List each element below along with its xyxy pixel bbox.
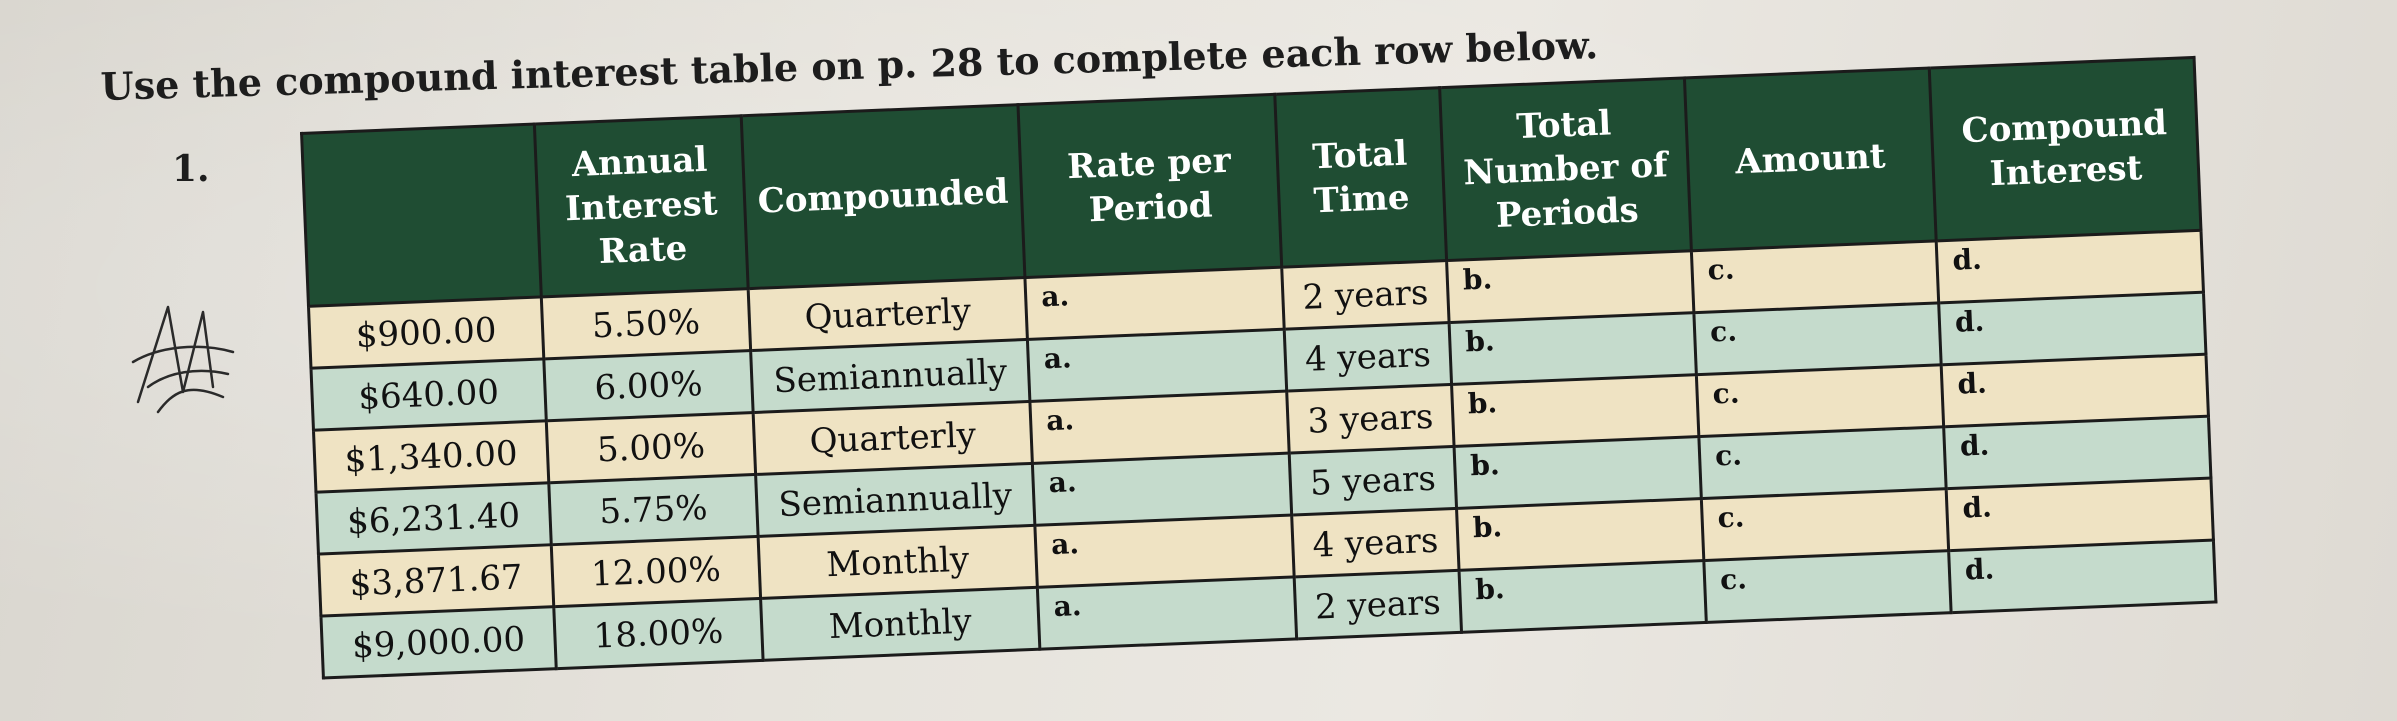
compound-interest-blank[interactable]: d. (1943, 416, 2211, 489)
compound-interest-blank[interactable]: d. (1946, 478, 2214, 551)
header-principal (301, 124, 542, 307)
rate-per-period-blank[interactable]: a. (1029, 391, 1290, 464)
principal-cell: $6,231.40 (315, 482, 552, 555)
time-cell: 2 years (1294, 570, 1462, 639)
compounded-cell: Monthly (760, 587, 1040, 661)
problem-number: 1. (172, 148, 210, 190)
periods-blank[interactable]: b. (1454, 436, 1702, 509)
rate-cell: 12.00% (551, 536, 761, 607)
compounded-cell: Quarterly (748, 277, 1028, 351)
periods-blank[interactable]: b. (1449, 312, 1697, 385)
header-total-number-of-periods: Total Number of Periods (1439, 77, 1692, 261)
amount-blank[interactable]: c. (1701, 488, 1949, 561)
compounded-cell: Semiannually (750, 339, 1030, 413)
compound-interest-blank[interactable]: d. (1948, 540, 2216, 613)
compound-interest-blank[interactable]: d. (1941, 354, 2209, 427)
header-amount: Amount (1684, 68, 1937, 251)
amount-blank[interactable]: c. (1693, 302, 1942, 375)
header-compounded: Compounded (741, 104, 1025, 289)
header-total-time: Total Time (1274, 87, 1447, 268)
periods-blank[interactable]: b. (1451, 374, 1699, 447)
rate-cell: 5.75% (548, 474, 759, 545)
periods-blank[interactable]: b. (1456, 498, 1704, 571)
rate-cell: 5.50% (541, 288, 751, 359)
principal-cell: $1,340.00 (313, 420, 549, 493)
rate-per-period-blank[interactable]: a. (1027, 329, 1287, 402)
time-cell: 4 years (1291, 508, 1460, 577)
compound-interest-table: Annual Interest Rate Compounded Rate per… (300, 56, 2217, 680)
time-cell: 5 years (1289, 446, 1457, 516)
time-cell: 4 years (1284, 322, 1452, 392)
periods-blank[interactable]: b. (1459, 560, 1707, 633)
principal-cell: $900.00 (308, 296, 544, 369)
handwritten-mark (131, 305, 235, 414)
rate-per-period-blank[interactable]: a. (1024, 267, 1285, 340)
compounded-cell: Semiannually (755, 463, 1035, 537)
rate-per-period-blank[interactable]: a. (1034, 515, 1295, 588)
principal-cell: $640.00 (310, 358, 547, 431)
time-cell: 2 years (1281, 260, 1450, 330)
compound-interest-blank[interactable]: d. (1936, 230, 2204, 303)
time-cell: 3 years (1286, 384, 1455, 454)
amount-blank[interactable]: c. (1698, 426, 1947, 499)
principal-cell: $3,871.67 (318, 544, 554, 617)
header-compound-interest: Compound Interest (1929, 57, 2201, 241)
compound-interest-blank[interactable]: d. (1938, 292, 2206, 365)
header-annual-interest-rate: Annual Interest Rate (534, 115, 749, 297)
compound-interest-table-wrapper: Annual Interest Rate Compounded Rate per… (300, 56, 2217, 680)
amount-blank[interactable]: c. (1696, 364, 1944, 437)
amount-blank[interactable]: c. (1691, 240, 1939, 313)
amount-blank[interactable]: c. (1703, 550, 1952, 623)
rate-per-period-blank[interactable]: a. (1032, 453, 1292, 526)
rate-per-period-blank[interactable]: a. (1037, 576, 1297, 650)
rate-cell: 6.00% (543, 350, 754, 421)
principal-cell: $9,000.00 (320, 606, 557, 678)
rate-cell: 18.00% (553, 598, 764, 669)
compounded-cell: Monthly (758, 525, 1038, 599)
compounded-cell: Quarterly (753, 401, 1033, 475)
header-rate-per-period: Rate per Period (1017, 94, 1282, 278)
rate-cell: 5.00% (546, 412, 756, 483)
periods-blank[interactable]: b. (1446, 250, 1694, 323)
